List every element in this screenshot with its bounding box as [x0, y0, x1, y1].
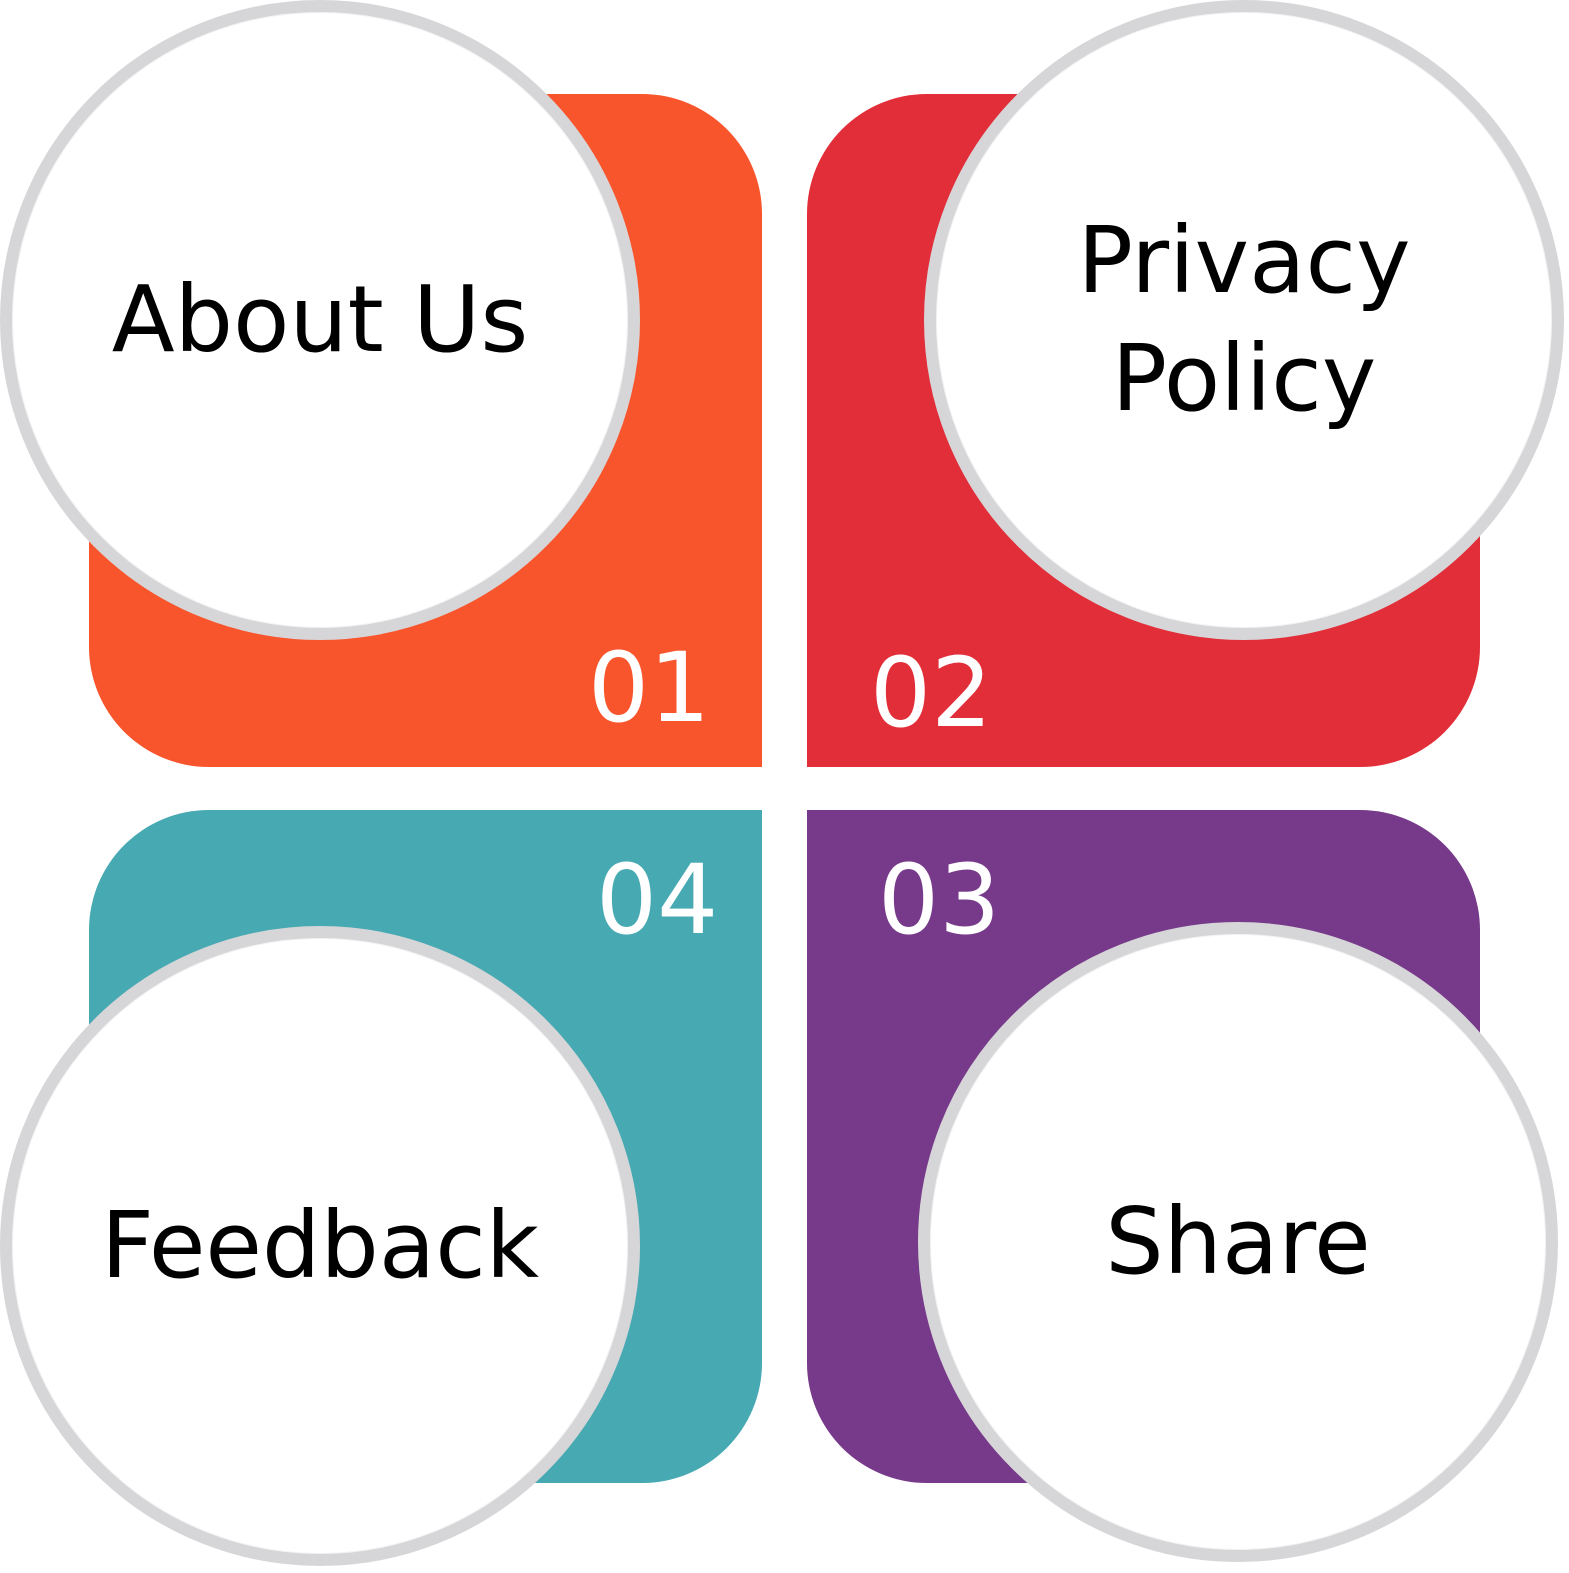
step-number-03: 03	[878, 844, 1001, 956]
label-privacy-policy: Privacy Policy	[1077, 207, 1411, 432]
label-about-us: About Us	[111, 266, 529, 374]
label-feedback: Feedback	[100, 1192, 540, 1300]
circle-feedback[interactable]: Feedback	[0, 926, 640, 1566]
circle-about-us[interactable]: About Us	[0, 0, 640, 640]
step-number-01: 01	[588, 632, 711, 744]
circle-privacy-policy[interactable]: Privacy Policy	[924, 0, 1564, 640]
label-share: Share	[1105, 1188, 1371, 1296]
circle-share[interactable]: Share	[918, 922, 1558, 1562]
step-number-04: 04	[596, 844, 719, 956]
step-number-02: 02	[870, 637, 993, 749]
